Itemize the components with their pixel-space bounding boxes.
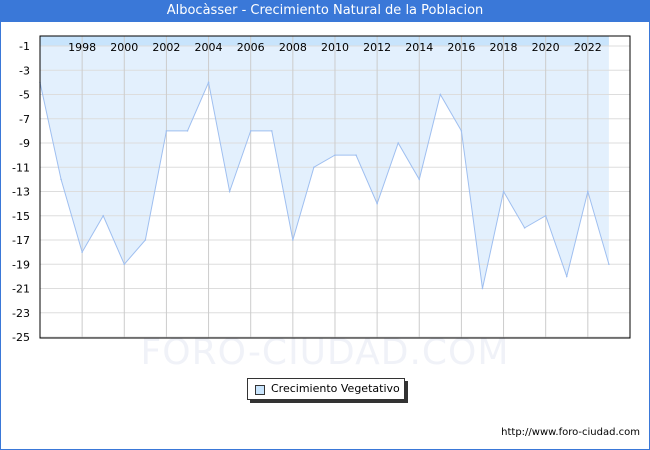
data-point [292,239,294,241]
x-tick-label: 2020 [532,41,560,54]
x-tick-label: 2000 [110,41,138,54]
data-point [123,263,126,266]
data-point [60,178,62,181]
legend-label: Crecimiento Vegetativo [271,382,400,395]
x-tick-label: 2006 [237,41,265,54]
y-tick-label: -17 [12,234,30,247]
y-tick-label: -11 [12,161,30,174]
data-point [270,130,273,132]
data-point [228,190,231,193]
data-point [587,190,589,193]
data-point [313,166,315,169]
data-point [523,227,526,229]
legend-swatch [255,385,265,395]
data-point [355,154,357,156]
y-tick-label: -3 [19,64,30,77]
x-tick-label: 2022 [574,41,602,54]
data-point [165,130,168,132]
x-tick-label: 2004 [195,41,223,54]
x-tick-label: 2016 [447,41,475,54]
y-tick-label: -9 [19,137,30,150]
x-tick-label: 2014 [405,41,433,54]
data-point [502,190,505,193]
y-tick-label: -21 [12,283,30,296]
x-tick-label: 2002 [152,41,180,54]
watermark: FORO-CIUDAD.COM [140,332,510,373]
data-point [207,81,210,84]
data-point [334,154,336,156]
y-tick-label: -7 [19,113,30,126]
data-point [397,142,399,144]
data-point [460,130,463,132]
y-tick-label: -13 [12,186,30,199]
data-point [186,130,189,132]
source-url[interactable]: http://www.foro-ciudad.com [501,427,640,438]
data-point [481,287,484,290]
y-tick-label: -23 [12,307,30,320]
x-tick-label: 2012 [363,41,391,54]
x-tick-label: 2008 [279,41,307,54]
data-point [439,93,442,96]
data-point [144,239,147,241]
x-tick-label: 1998 [68,41,96,54]
area-fill [40,36,609,289]
area-fill-top-band [40,36,609,46]
y-tick-label: -5 [19,89,30,102]
series-line [39,80,610,289]
x-tick-label: 2010 [321,41,349,54]
y-tick-label: -19 [12,258,30,271]
data-point [81,251,83,253]
y-tick-label: -15 [12,210,30,223]
data-point [418,178,421,181]
data-point [376,202,378,205]
x-tick-label: 2018 [490,41,518,54]
data-point [249,130,252,132]
legend: Crecimiento Vegetativo [247,378,405,400]
data-point [544,214,547,217]
y-tick-label: -1 [19,40,30,53]
data-point [102,214,105,217]
chart-title: Albocàsser - Crecimiento Natural de la P… [0,0,650,22]
y-tick-label: -25 [12,331,30,344]
data-point [608,263,610,266]
plot-border [39,35,631,339]
data-point [565,275,568,278]
